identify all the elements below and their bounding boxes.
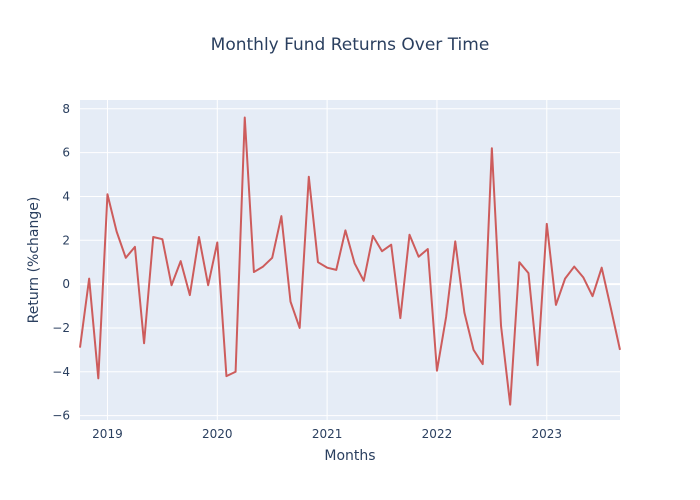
x-tick-label: 2023 <box>532 427 563 441</box>
y-tick-label: 0 <box>62 277 70 291</box>
y-tick-label: 8 <box>62 102 70 116</box>
x-tick-label: 2022 <box>422 427 453 441</box>
y-tick-label: −4 <box>52 365 70 379</box>
y-tick-labels: −6 −4 −2 0 2 4 6 8 <box>52 102 70 423</box>
y-tick-label: 4 <box>62 189 70 203</box>
y-tick-label: −2 <box>52 321 70 335</box>
chart-title: Monthly Fund Returns Over Time <box>211 35 490 55</box>
y-axis-title: Return (%change) <box>26 197 42 324</box>
plot-area <box>80 100 620 420</box>
grid-lines <box>80 100 620 420</box>
y-tick-label: 6 <box>62 146 70 160</box>
x-tick-label: 2019 <box>92 427 123 441</box>
x-tick-label: 2020 <box>202 427 233 441</box>
x-axis-title: Months <box>324 448 375 464</box>
y-tick-label: 2 <box>62 233 70 247</box>
y-tick-label: −6 <box>52 409 70 423</box>
series-line <box>79 116 621 406</box>
x-tick-labels: 2019 2020 2021 2022 2023 <box>92 427 562 441</box>
x-tick-label: 2021 <box>312 427 343 441</box>
series-lines <box>79 116 621 406</box>
